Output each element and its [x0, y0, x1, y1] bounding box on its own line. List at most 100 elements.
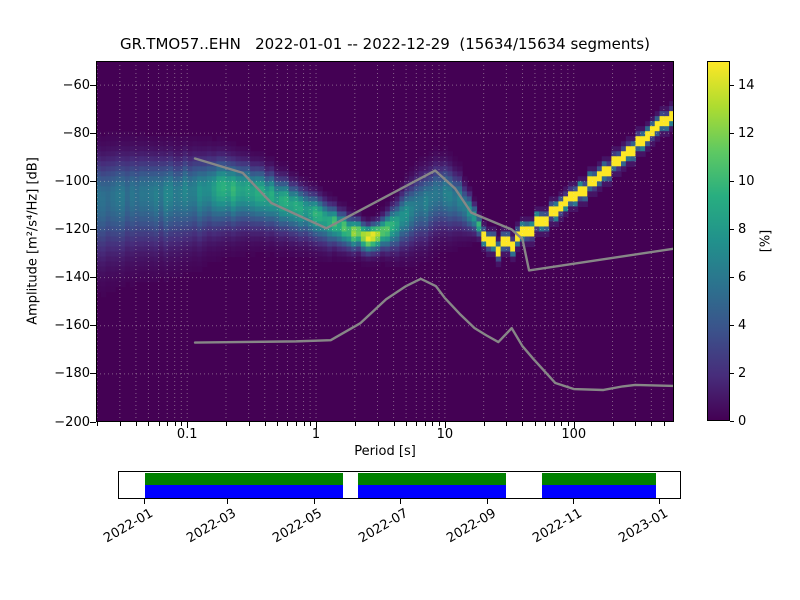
x-minor-tick-mark: [303, 422, 305, 426]
x-minor-tick-mark: [438, 422, 440, 426]
x-tick-label: 10: [436, 427, 454, 442]
timeline-tick-mark: [144, 499, 146, 504]
x-minor-tick-mark: [567, 422, 569, 426]
x-minor-tick-mark: [181, 422, 183, 426]
colorbar-tick-label: 8: [738, 221, 747, 237]
x-minor-tick-mark: [277, 422, 279, 426]
y-tick-mark: [90, 421, 96, 423]
y-tick-mark: [90, 277, 96, 279]
y-tick-mark: [90, 180, 96, 182]
x-minor-tick-mark: [287, 422, 289, 426]
colorbar-tick-label: 0: [738, 413, 747, 429]
x-tick-label: 0.1: [176, 427, 198, 442]
x-minor-tick-mark: [148, 422, 150, 426]
timeline-tick-mark: [313, 499, 315, 504]
y-tick-mark: [90, 132, 96, 134]
x-minor-tick-mark: [416, 422, 418, 426]
y-tick-label: −140: [54, 270, 90, 286]
colorbar-tick-mark: [730, 276, 734, 278]
x-minor-tick-mark: [663, 422, 665, 426]
x-tick-mark: [444, 422, 446, 428]
x-minor-tick-mark: [377, 422, 379, 426]
timeline-tick-mark: [399, 499, 401, 504]
colorbar-tick-mark: [730, 228, 734, 230]
y-tick-label: −200: [54, 414, 90, 430]
x-minor-tick-mark: [135, 422, 137, 426]
y-tick-mark: [90, 325, 96, 327]
x-tick-label: 1: [311, 427, 321, 442]
availability-segment-covered: [358, 473, 507, 485]
colorbar-label: [%]: [758, 229, 774, 253]
x-minor-tick-mark: [651, 422, 653, 426]
x-minor-tick-mark: [248, 422, 250, 426]
y-tick-label: −60: [62, 77, 90, 93]
y-tick-mark: [90, 373, 96, 375]
y-tick-label: −180: [54, 366, 90, 382]
timeline-tick-mark: [227, 499, 229, 504]
colorbar-tick-label: 4: [738, 317, 747, 333]
availability-segment-covered: [541, 473, 656, 485]
availability-segment-data: [358, 484, 507, 498]
x-minor-tick-mark: [635, 422, 637, 426]
colorbar-tick-mark: [730, 420, 734, 422]
x-minor-tick-mark: [424, 422, 426, 426]
x-minor-tick-mark: [506, 422, 508, 426]
x-minor-tick-mark: [432, 422, 434, 426]
timeline-tick-label: 2022-09: [443, 506, 499, 547]
timeline-tick-label: 2022-03: [184, 506, 239, 547]
x-tick-mark: [187, 422, 189, 428]
x-minor-tick-mark: [174, 422, 176, 426]
colorbar-tick-mark: [730, 84, 734, 86]
timeline-tick-label: 2023-01: [616, 506, 671, 547]
x-minor-tick-mark: [225, 422, 227, 426]
x-minor-tick-mark: [612, 422, 614, 426]
x-minor-tick-mark: [561, 422, 563, 426]
y-tick-label: −100: [54, 173, 90, 189]
x-minor-tick-mark: [310, 422, 312, 426]
x-axis-label: Period [s]: [354, 444, 416, 459]
x-minor-tick-mark: [553, 422, 555, 426]
availability-segment-data: [541, 484, 656, 498]
x-tick-mark: [316, 422, 318, 428]
ppsd-heatmap-canvas: [96, 61, 674, 422]
colorbar-tick-label: 6: [738, 269, 747, 285]
colorbar-tick-mark: [730, 132, 734, 134]
colorbar-tick-mark: [730, 324, 734, 326]
x-minor-tick-mark: [534, 422, 536, 426]
timeline-tick-mark: [487, 499, 489, 504]
x-minor-tick-mark: [545, 422, 547, 426]
x-tick-label: 100: [561, 427, 587, 442]
figure-title: GR.TMO57..EHN 2022-01-01 -- 2022-12-29 (…: [120, 35, 650, 53]
x-minor-tick-mark: [483, 422, 485, 426]
y-tick-label: −80: [62, 125, 90, 141]
colorbar-tick-label: 14: [738, 77, 755, 93]
timeline-tick-mark: [659, 499, 661, 504]
colorbar: [707, 61, 730, 421]
x-minor-tick-mark: [158, 422, 160, 426]
colorbar-tick-mark: [730, 180, 734, 182]
timeline-tick-label: 2022-07: [356, 506, 412, 547]
availability-segment-data: [145, 484, 343, 498]
availability-timeline: [118, 471, 681, 499]
timeline-tick-label: 2022-11: [530, 506, 585, 547]
y-tick-mark: [90, 228, 96, 230]
x-minor-tick-mark: [119, 422, 121, 426]
x-minor-tick-mark: [522, 422, 524, 426]
timeline-tick-label: 2022-01: [101, 506, 156, 547]
colorbar-tick-mark: [730, 372, 734, 374]
x-minor-tick-mark: [296, 422, 298, 426]
x-minor-tick-mark: [393, 422, 395, 426]
x-minor-tick-mark: [264, 422, 266, 426]
colorbar-tick-label: 12: [738, 125, 755, 141]
y-tick-label: −120: [54, 221, 90, 237]
x-minor-tick-mark: [406, 422, 408, 426]
availability-segment-covered: [145, 473, 343, 485]
x-minor-tick-mark: [97, 422, 99, 426]
x-tick-mark: [573, 422, 575, 428]
timeline-tick-label: 2022-05: [270, 506, 326, 547]
y-tick-mark: [90, 84, 96, 86]
colorbar-tick-label: 2: [738, 365, 747, 381]
x-minor-tick-mark: [167, 422, 169, 426]
x-minor-tick-mark: [354, 422, 356, 426]
